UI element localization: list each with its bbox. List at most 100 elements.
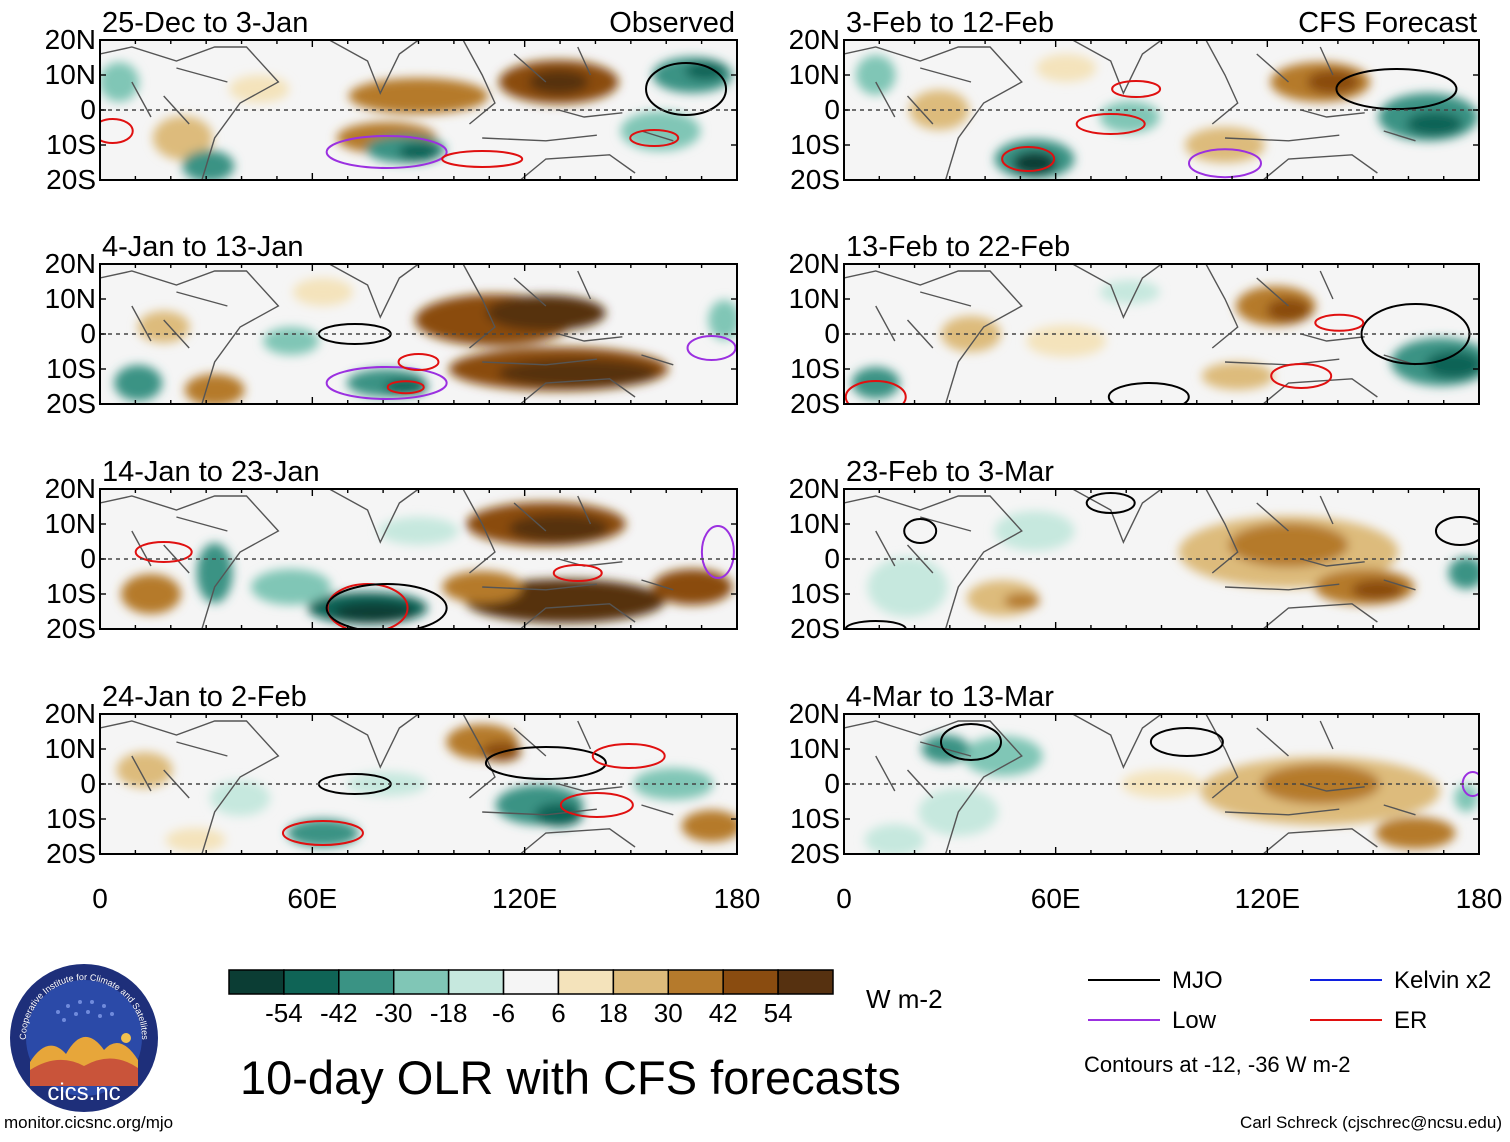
anomaly-patch bbox=[1185, 127, 1265, 163]
colorbar-swatch bbox=[667, 969, 724, 995]
anomaly-patch bbox=[398, 143, 439, 161]
logo-text: cics.nc bbox=[47, 1079, 120, 1106]
anomaly-patch bbox=[1099, 101, 1160, 133]
olr-panel: 20N 10N 0 10S 20S 14-Jan to 23-Jan bbox=[45, 456, 738, 644]
country-borders bbox=[131, 741, 228, 799]
anomaly-patch bbox=[120, 574, 181, 614]
lat-tick-label: 20N bbox=[789, 473, 840, 504]
logo-image: cics.nc Cooperative Institute for Climat… bbox=[10, 964, 158, 1112]
anomaly-patch bbox=[497, 359, 658, 388]
colorbar-label: -54 bbox=[265, 998, 303, 1028]
anomaly-patch bbox=[286, 819, 359, 847]
author-credit: Carl Schreck (cjschrec@ncsu.edu) bbox=[1240, 1113, 1502, 1132]
colorbar-label: -6 bbox=[492, 998, 515, 1028]
anomaly-patch bbox=[1012, 151, 1057, 176]
lat-tick-label: 20N bbox=[789, 24, 840, 55]
lat-tick-label: 20S bbox=[790, 388, 840, 419]
anomaly-patch bbox=[708, 300, 737, 340]
panel-period-title: 14-Jan to 23-Jan bbox=[102, 456, 320, 488]
wave-contours bbox=[1001, 68, 1458, 179]
anomaly-patch bbox=[210, 780, 271, 816]
filter-contour bbox=[134, 541, 193, 563]
se-asia-coast bbox=[1205, 489, 1289, 574]
panel-period-title: 13-Feb to 22-Feb bbox=[846, 231, 1070, 263]
colorbar-swatch bbox=[283, 969, 340, 995]
lat-tick-label: 10N bbox=[45, 283, 96, 314]
africa-coast bbox=[100, 270, 280, 404]
lat-tick-label: 10S bbox=[790, 353, 840, 384]
anomaly-patch bbox=[378, 517, 459, 545]
lat-tick-label: 20N bbox=[45, 698, 96, 729]
olr-anomaly-field bbox=[864, 735, 1479, 854]
anomaly-patch bbox=[485, 295, 606, 331]
olr-panel: 20N 10N 0 10S 20S 25-Dec to 3-Jan Observed bbox=[45, 7, 738, 195]
lon-tick-label: 180 bbox=[1456, 883, 1503, 914]
maritime-continent-coast bbox=[482, 270, 623, 366]
anomaly-patch bbox=[137, 311, 190, 343]
lat-tick-label: 10N bbox=[789, 508, 840, 539]
country-borders bbox=[875, 67, 972, 125]
india-coast bbox=[328, 714, 419, 769]
colorbar-swatch bbox=[612, 969, 670, 995]
anomaly-patch bbox=[229, 75, 290, 103]
olr-anomaly-field bbox=[855, 54, 1479, 179]
anomaly-patch bbox=[867, 557, 948, 617]
olr-anomaly-field bbox=[867, 511, 1479, 617]
olr-anomaly-field bbox=[116, 724, 737, 852]
anomaly-patch bbox=[909, 90, 970, 130]
maritime-continent-coast bbox=[482, 46, 623, 142]
india-coast bbox=[328, 489, 419, 544]
filter-contour bbox=[1107, 382, 1190, 404]
anomaly-patch bbox=[864, 824, 925, 854]
anomaly-patch bbox=[165, 828, 226, 852]
anomaly-patch bbox=[152, 116, 213, 160]
panel-period-title: 24-Jan to 2-Feb bbox=[102, 681, 307, 713]
india-coast bbox=[1072, 264, 1162, 319]
colorbar-swatch bbox=[392, 969, 450, 995]
filter-contour bbox=[552, 564, 603, 582]
colorbar-swatch bbox=[557, 969, 615, 995]
anomaly-patch bbox=[1201, 362, 1274, 390]
colorbar-swatch bbox=[722, 969, 779, 995]
filter-contour bbox=[386, 380, 425, 395]
panel-period-title: 25-Dec to 3-Jan bbox=[102, 7, 308, 39]
lat-tick-label: 10N bbox=[45, 59, 96, 90]
lat-tick-label: 20N bbox=[45, 473, 96, 504]
anomaly-patch bbox=[251, 569, 332, 605]
legend-label: MJO bbox=[1172, 967, 1223, 994]
australia-coast bbox=[519, 354, 674, 404]
se-asia-coast bbox=[1205, 714, 1289, 799]
filter-contour bbox=[441, 150, 524, 168]
lat-tick-label: 0 bbox=[824, 318, 840, 349]
colorbar-swatch bbox=[777, 969, 834, 995]
anomaly-patch bbox=[851, 367, 900, 399]
olr-anomaly-field bbox=[100, 57, 733, 180]
lat-tick-label: 10N bbox=[45, 733, 96, 764]
anomaly-patch bbox=[292, 278, 353, 306]
colorbar-swatch bbox=[228, 969, 285, 995]
africa-coast bbox=[100, 495, 280, 629]
filter-contour bbox=[903, 518, 938, 544]
colorbar-label: -30 bbox=[375, 998, 413, 1028]
filter-contour bbox=[591, 743, 666, 769]
lat-tick-label: 20S bbox=[790, 613, 840, 644]
filter-contour bbox=[281, 820, 364, 846]
filter-contour bbox=[100, 118, 134, 144]
olr-panel: 20N 10N 0 10S 20S 13-Feb to 22-Feb bbox=[789, 231, 1480, 419]
se-asia-coast bbox=[462, 489, 547, 574]
africa-coast bbox=[844, 495, 1023, 629]
lat-tick-label: 20S bbox=[790, 838, 840, 869]
se-asia-coast bbox=[462, 264, 547, 349]
lat-tick-label: 20S bbox=[46, 164, 96, 195]
anomaly-patch bbox=[633, 768, 714, 800]
wave-contours bbox=[100, 62, 728, 169]
olr-panel: 20N 10N 0 10S 20S 24-Jan to 2-Feb bbox=[45, 681, 738, 869]
india-coast bbox=[328, 40, 419, 95]
legend-label: Low bbox=[1172, 1007, 1217, 1034]
anomaly-patch bbox=[528, 70, 589, 94]
filter-contour bbox=[940, 723, 1002, 761]
lon-tick-label: 0 bbox=[92, 883, 108, 914]
lat-tick-label: 20S bbox=[790, 164, 840, 195]
lat-tick-label: 10S bbox=[46, 129, 96, 160]
colorbar-swatch bbox=[338, 969, 395, 995]
